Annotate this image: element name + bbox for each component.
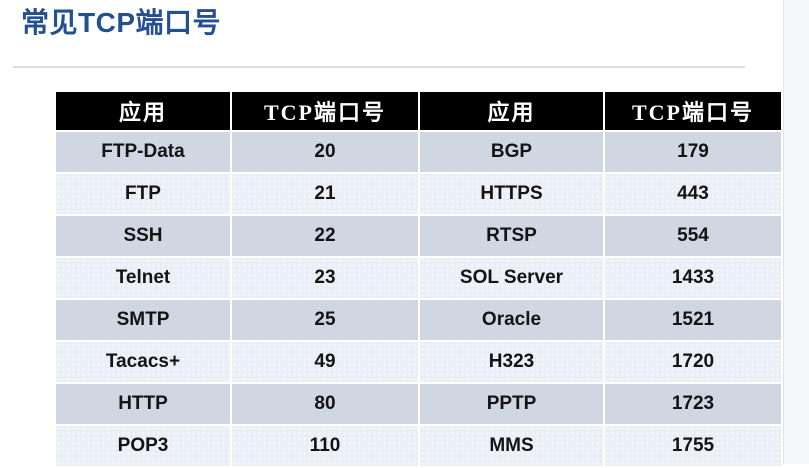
app-cell: FTP	[56, 174, 230, 214]
app-cell: SMTP	[56, 300, 230, 340]
column-header-port-left: TCP端口号	[232, 92, 418, 130]
app-cell: MMS	[420, 426, 603, 466]
port-cell: 1755	[605, 426, 781, 466]
port-cell: 22	[232, 216, 418, 256]
port-cell: 1433	[605, 258, 781, 298]
page-title: 常见TCP端口号	[21, 7, 222, 38]
app-cell: Tacacs+	[56, 342, 230, 382]
tcp-ports-table: 应用 TCP端口号 应用 TCP端口号 FTP-Data 20 BGP 179 FTP 2…	[54, 90, 783, 468]
app-cell: PPTP	[420, 384, 603, 424]
table-row: Tacacs+ 49 H323 1720	[56, 342, 781, 382]
table-row: FTP 21 HTTPS 443	[56, 174, 781, 214]
table-row: FTP-Data 20 BGP 179	[56, 132, 781, 172]
column-header-app-right: 应用	[420, 92, 603, 130]
port-cell: 1521	[605, 300, 781, 340]
app-cell: RTSP	[420, 216, 603, 256]
app-cell: HTTPS	[420, 174, 603, 214]
port-cell: 1723	[605, 384, 781, 424]
table-row: SMTP 25 Oracle 1521	[56, 300, 781, 340]
table-body: FTP-Data 20 BGP 179 FTP 21 HTTPS 443 SSH 22 RTSP 55…	[56, 132, 781, 466]
app-cell: H323	[420, 342, 603, 382]
app-cell: HTTP	[56, 384, 230, 424]
title-divider	[13, 66, 745, 68]
app-cell: POP3	[56, 426, 230, 466]
column-header-port-right: TCP端口号	[605, 92, 781, 130]
port-cell: 80	[232, 384, 418, 424]
app-cell: FTP-Data	[56, 132, 230, 172]
app-cell: SOL Server	[420, 258, 603, 298]
app-cell: Oracle	[420, 300, 603, 340]
app-cell: SSH	[56, 216, 230, 256]
table-row: HTTP 80 PPTP 1723	[56, 384, 781, 424]
port-cell: 110	[232, 426, 418, 466]
port-cell: 1720	[605, 342, 781, 382]
table-row: POP3 110 MMS 1755	[56, 426, 781, 466]
table-row: Telnet 23 SOL Server 1433	[56, 258, 781, 298]
port-cell: 25	[232, 300, 418, 340]
column-header-app-left: 应用	[56, 92, 230, 130]
port-cell: 49	[232, 342, 418, 382]
app-cell: Telnet	[56, 258, 230, 298]
app-cell: BGP	[420, 132, 603, 172]
right-margin-strip	[783, 0, 809, 464]
table-row: SSH 22 RTSP 554	[56, 216, 781, 256]
port-cell: 179	[605, 132, 781, 172]
port-cell: 554	[605, 216, 781, 256]
table-header-row: 应用 TCP端口号 应用 TCP端口号	[56, 92, 781, 130]
port-cell: 443	[605, 174, 781, 214]
port-cell: 23	[232, 258, 418, 298]
port-cell: 21	[232, 174, 418, 214]
port-cell: 20	[232, 132, 418, 172]
